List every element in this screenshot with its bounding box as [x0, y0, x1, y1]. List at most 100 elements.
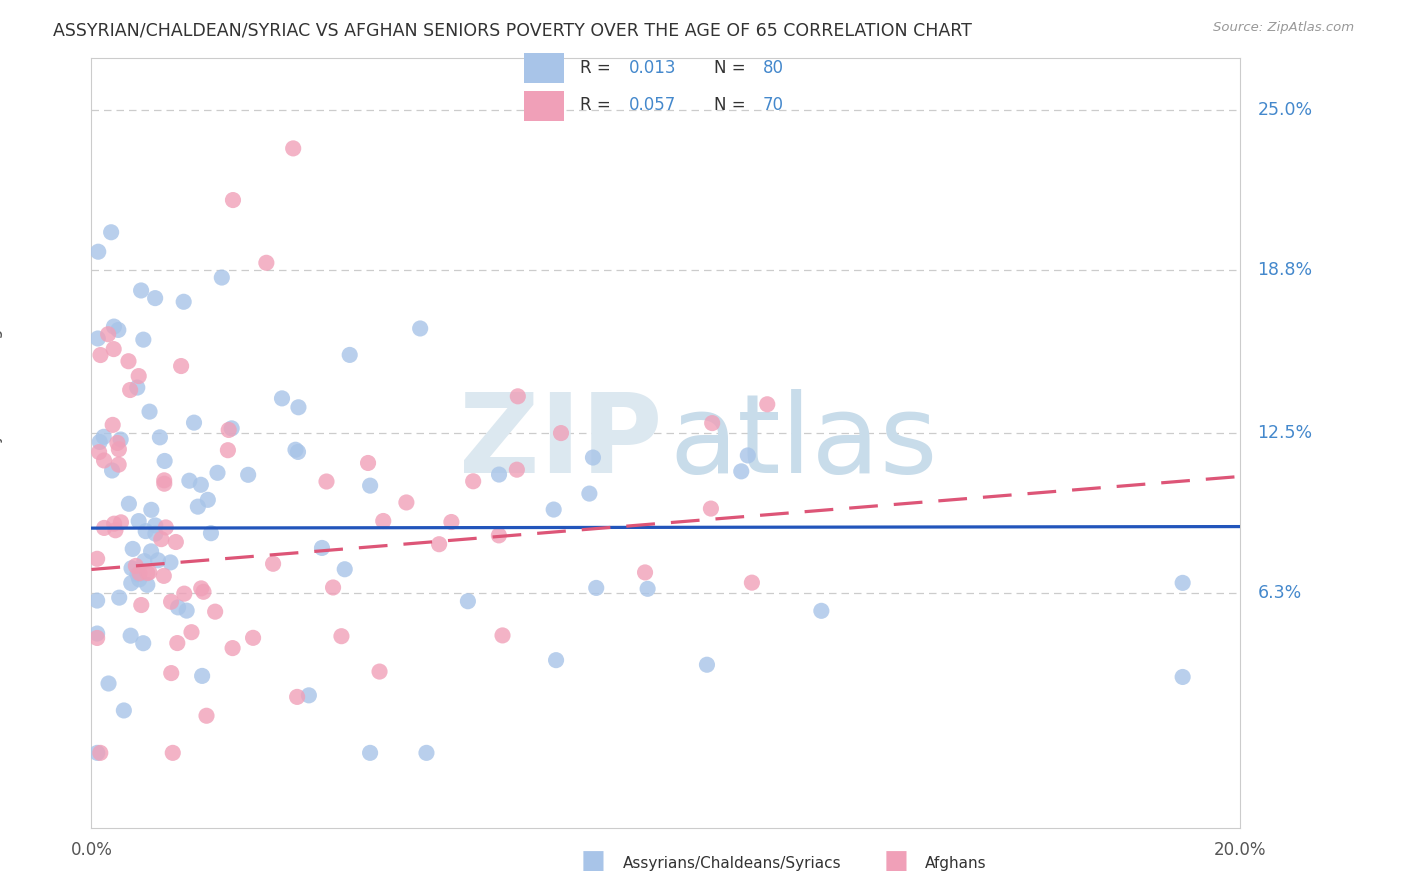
- Point: [112, 703, 135, 717]
- Point: [180, 625, 202, 640]
- Point: [415, 746, 437, 760]
- Point: [153, 454, 176, 468]
- Point: [136, 578, 159, 592]
- Point: [634, 566, 657, 580]
- Point: [110, 433, 132, 447]
- Point: [395, 495, 418, 509]
- Point: [311, 541, 333, 555]
- Point: [86, 593, 108, 607]
- Point: [89, 746, 111, 760]
- Point: [191, 669, 214, 683]
- Point: [176, 604, 198, 618]
- Point: [143, 291, 166, 305]
- Text: 18.8%: 18.8%: [1257, 260, 1312, 279]
- Point: [128, 573, 150, 587]
- Point: [737, 449, 759, 463]
- Text: Afghans: Afghans: [925, 855, 987, 871]
- Text: 6.3%: 6.3%: [1257, 583, 1302, 602]
- Point: [271, 392, 294, 406]
- Bar: [523, 54, 564, 83]
- Point: [339, 348, 361, 362]
- Point: [132, 333, 155, 347]
- Point: [457, 594, 479, 608]
- Point: [150, 532, 173, 546]
- Point: [463, 475, 485, 489]
- Point: [167, 600, 190, 615]
- Point: [103, 342, 125, 356]
- Point: [121, 541, 143, 556]
- Point: [236, 467, 259, 482]
- Text: 0.057: 0.057: [630, 96, 676, 114]
- Point: [136, 566, 159, 580]
- Point: [810, 604, 832, 618]
- Point: [190, 477, 212, 491]
- Point: [357, 456, 380, 470]
- Point: [121, 561, 143, 575]
- Point: [135, 524, 157, 538]
- Point: [89, 445, 111, 459]
- Point: [103, 516, 125, 531]
- Point: [120, 383, 142, 397]
- Point: [1171, 670, 1194, 684]
- Point: [333, 562, 356, 576]
- Point: [544, 653, 567, 667]
- Point: [183, 416, 205, 430]
- Text: 0.013: 0.013: [630, 59, 676, 77]
- Point: [217, 443, 239, 458]
- Point: [287, 401, 309, 415]
- Point: [117, 354, 139, 368]
- Point: [101, 463, 124, 477]
- Point: [440, 515, 463, 529]
- Text: Seniors Poverty Over the Age of 65: Seniors Poverty Over the Age of 65: [0, 271, 3, 563]
- Point: [134, 554, 156, 568]
- Point: [550, 426, 572, 441]
- Point: [741, 575, 763, 590]
- Point: [118, 497, 141, 511]
- Point: [582, 450, 605, 465]
- Point: [139, 544, 162, 558]
- Point: [145, 526, 167, 541]
- Point: [315, 475, 337, 489]
- Point: [488, 528, 510, 542]
- Point: [195, 708, 218, 723]
- Point: [373, 514, 395, 528]
- Point: [108, 442, 131, 457]
- Point: [700, 501, 723, 516]
- Text: 25.0%: 25.0%: [1257, 101, 1312, 119]
- Point: [129, 598, 152, 612]
- Point: [120, 629, 142, 643]
- Point: [86, 631, 108, 645]
- Point: [368, 665, 391, 679]
- Point: [153, 473, 176, 487]
- Text: 70: 70: [762, 96, 783, 114]
- Point: [173, 294, 195, 309]
- Text: ASSYRIAN/CHALDEAN/SYRIAC VS AFGHAN SENIORS POVERTY OVER THE AGE OF 65 CORRELATIO: ASSYRIAN/CHALDEAN/SYRIAC VS AFGHAN SENIO…: [53, 21, 973, 39]
- Point: [637, 582, 659, 596]
- Point: [86, 626, 108, 640]
- Point: [254, 256, 277, 270]
- Point: [190, 582, 212, 596]
- Point: [491, 628, 513, 642]
- Point: [165, 535, 187, 549]
- Point: [129, 284, 152, 298]
- Text: N =: N =: [713, 59, 751, 77]
- Point: [221, 641, 243, 656]
- Point: [104, 523, 127, 537]
- Point: [110, 516, 132, 530]
- Point: [298, 689, 321, 703]
- Point: [149, 430, 172, 444]
- Text: ■: ■: [581, 848, 606, 874]
- Point: [488, 467, 510, 482]
- Point: [359, 478, 381, 492]
- Point: [262, 557, 284, 571]
- Point: [585, 581, 607, 595]
- Point: [93, 430, 115, 444]
- Point: [160, 666, 183, 681]
- Point: [87, 331, 110, 345]
- Point: [506, 389, 529, 403]
- Point: [221, 421, 243, 435]
- Point: [127, 381, 149, 395]
- Text: Assyrians/Chaldeans/Syriacs: Assyrians/Chaldeans/Syriacs: [623, 855, 841, 871]
- Point: [128, 369, 150, 384]
- Point: [211, 270, 233, 285]
